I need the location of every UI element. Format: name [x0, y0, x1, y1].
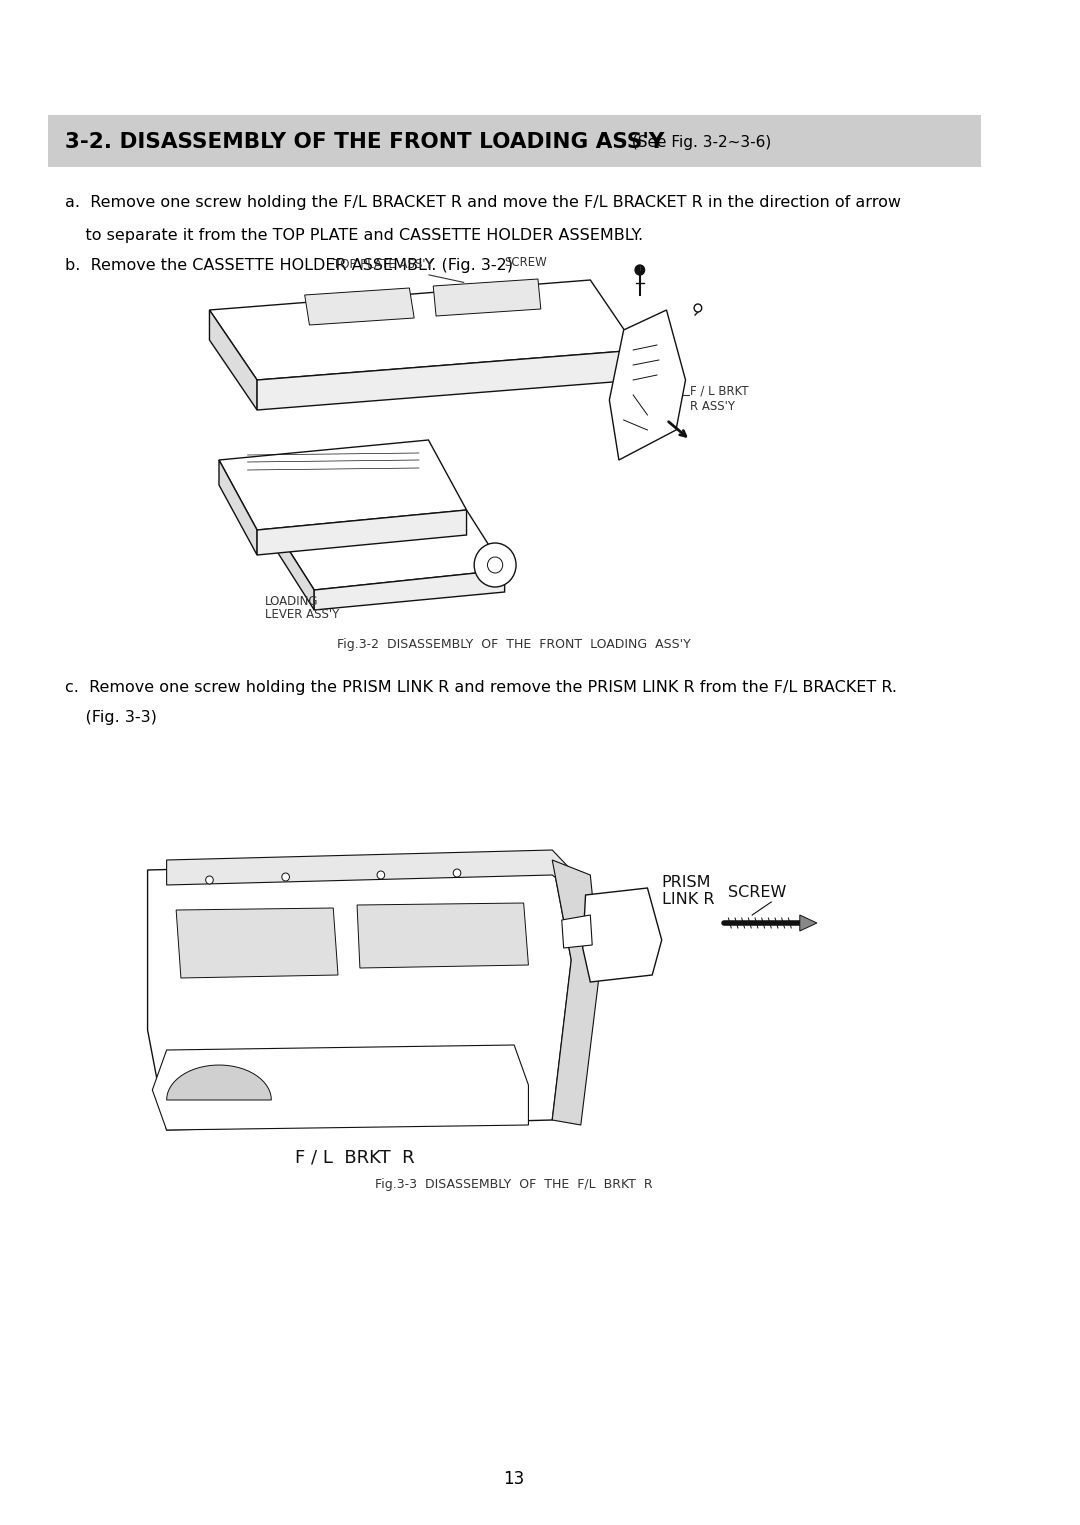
Text: 13: 13 [503, 1470, 525, 1488]
Polygon shape [166, 849, 571, 891]
Text: c.  Remove one screw holding the PRISM LINK R and remove the PRISM LINK R from t: c. Remove one screw holding the PRISM LI… [65, 680, 896, 695]
Polygon shape [305, 288, 414, 325]
Text: R ASS'Y: R ASS'Y [690, 400, 735, 413]
Circle shape [377, 871, 384, 878]
Polygon shape [148, 860, 571, 1130]
Polygon shape [176, 907, 338, 978]
Polygon shape [219, 441, 467, 531]
Polygon shape [166, 1064, 271, 1100]
Text: SCREW: SCREW [504, 256, 548, 270]
Polygon shape [210, 310, 257, 410]
Circle shape [454, 869, 461, 877]
Polygon shape [314, 570, 504, 610]
Text: TOP PLATE ASS'Y: TOP PLATE ASS'Y [334, 259, 463, 282]
Polygon shape [609, 310, 686, 461]
Circle shape [205, 875, 213, 884]
Polygon shape [583, 888, 662, 982]
Polygon shape [257, 351, 638, 410]
Text: PRISM: PRISM [662, 875, 712, 891]
Text: b.  Remove the CASSETTE HOLDER ASSEMBLY. (Fig. 3-2): b. Remove the CASSETTE HOLDER ASSEMBLY. … [65, 258, 513, 273]
Text: Fig.3-2  DISASSEMBLY  OF  THE  FRONT  LOADING  ASS'Y: Fig.3-2 DISASSEMBLY OF THE FRONT LOADING… [337, 637, 691, 651]
Text: LEVER ASS'Y: LEVER ASS'Y [265, 608, 339, 621]
Polygon shape [276, 509, 504, 590]
Polygon shape [276, 531, 314, 610]
Text: to separate it from the TOP PLATE and CASSETTE HOLDER ASSEMBLY.: to separate it from the TOP PLATE and CA… [65, 229, 643, 242]
Circle shape [694, 303, 702, 313]
Text: 3-2. DISASSEMBLY OF THE FRONT LOADING ASS'Y: 3-2. DISASSEMBLY OF THE FRONT LOADING AS… [65, 133, 664, 152]
Text: a.  Remove one screw holding the F/L BRACKET R and move the F/L BRACKET R in the: a. Remove one screw holding the F/L BRAC… [65, 195, 901, 210]
Polygon shape [257, 509, 467, 555]
Text: (See Fig. 3-2~3-6): (See Fig. 3-2~3-6) [626, 134, 771, 149]
Polygon shape [152, 1045, 528, 1130]
Polygon shape [357, 903, 528, 968]
Text: F / L  BRKT  R: F / L BRKT R [295, 1148, 415, 1167]
Polygon shape [433, 279, 541, 316]
Text: LOADING: LOADING [265, 595, 319, 608]
Text: (Fig. 3-3): (Fig. 3-3) [65, 711, 157, 724]
Polygon shape [219, 461, 257, 555]
Text: F / L BRKT: F / L BRKT [690, 384, 748, 398]
Polygon shape [552, 860, 599, 1125]
Circle shape [635, 265, 645, 274]
Circle shape [282, 872, 289, 881]
Circle shape [474, 543, 516, 587]
Text: CST HOLDER ASS'Y: CST HOLDER ASS'Y [281, 467, 393, 480]
Text: SCREW: SCREW [728, 884, 786, 900]
Bar [48, 114, 981, 168]
Polygon shape [210, 281, 638, 380]
Polygon shape [800, 915, 816, 930]
Polygon shape [562, 915, 592, 949]
Circle shape [487, 557, 502, 573]
Text: LINK R: LINK R [662, 892, 714, 907]
Text: Fig.3-3  DISASSEMBLY  OF  THE  F/L  BRKT  R: Fig.3-3 DISASSEMBLY OF THE F/L BRKT R [376, 1177, 653, 1191]
